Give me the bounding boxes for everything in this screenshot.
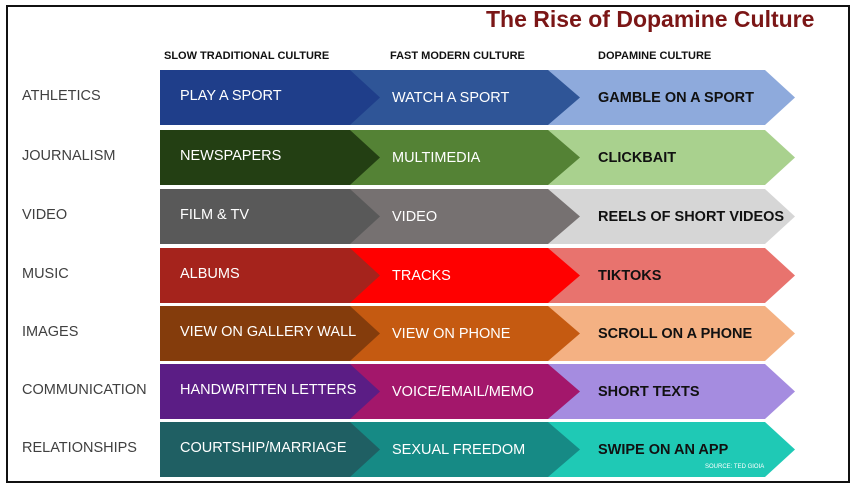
arrow-dopamine: GAMBLE ON A SPORT xyxy=(548,70,795,125)
arrow-label: GAMBLE ON A SPORT xyxy=(598,89,755,106)
arrow-slow: VIEW ON GALLERY WALL xyxy=(160,306,380,361)
source-note: SOURCE: TED GIOIA xyxy=(705,464,765,470)
row-label: MUSIC xyxy=(22,266,69,282)
arrow-label: PLAY A SPORT xyxy=(180,87,282,104)
arrow-label: HANDWRITTEN LETTERS xyxy=(180,381,357,398)
arrow-fast: WATCH A SPORT xyxy=(350,70,580,125)
column-header-dopamine: DOPAMINE CULTURE xyxy=(598,50,712,62)
arrow-fast: VIDEO xyxy=(350,189,580,244)
arrow-label: TRACKS xyxy=(392,267,451,284)
row-label: VIDEO xyxy=(22,207,68,223)
arrow-fast: VIEW ON PHONE xyxy=(350,306,580,361)
arrow-label: ALBUMS xyxy=(180,265,240,282)
arrow-label: NEWSPAPERS xyxy=(180,147,282,164)
row-label: IMAGES xyxy=(22,324,79,340)
arrow-label: VIDEO xyxy=(392,208,438,225)
column-header-fast: FAST MODERN CULTURE xyxy=(390,50,525,62)
arrow-label: VOICE/EMAIL/MEMO xyxy=(392,383,534,400)
arrow-dopamine: REELS OF SHORT VIDEOS xyxy=(548,189,795,244)
arrow-label: WATCH A SPORT xyxy=(392,89,510,106)
arrow-label: COURTSHIP/MARRIAGE xyxy=(180,439,347,456)
arrow-label: SCROLL ON A PHONE xyxy=(598,325,753,342)
arrow-label: MULTIMEDIA xyxy=(392,149,481,166)
arrow-dopamine: SWIPE ON AN APP xyxy=(548,422,795,477)
arrow-label: FILM & TV xyxy=(180,206,250,223)
arrow-dopamine: CLICKBAIT xyxy=(548,130,795,185)
arrow-label: REELS OF SHORT VIDEOS xyxy=(598,208,785,225)
arrow-label: VIEW ON GALLERY WALL xyxy=(180,323,357,340)
arrow-slow: HANDWRITTEN LETTERS xyxy=(160,364,380,419)
arrow-fast: MULTIMEDIA xyxy=(350,130,580,185)
arrow-slow: ALBUMS xyxy=(160,248,380,303)
arrow-dopamine: SCROLL ON A PHONE xyxy=(548,306,795,361)
arrow-fast: TRACKS xyxy=(350,248,580,303)
arrow-label: TIKTOKS xyxy=(598,267,662,284)
arrow-dopamine: TIKTOKS xyxy=(548,248,795,303)
arrow-slow: NEWSPAPERS xyxy=(160,130,380,185)
row-label: COMMUNICATION xyxy=(22,382,147,398)
row-label: ATHLETICS xyxy=(22,88,101,104)
arrow-label: CLICKBAIT xyxy=(598,149,677,166)
arrow-label: SEXUAL FREEDOM xyxy=(392,441,526,458)
row-label: RELATIONSHIPS xyxy=(22,440,137,456)
arrow-fast: VOICE/EMAIL/MEMO xyxy=(350,364,580,419)
title: The Rise of Dopamine Culture xyxy=(486,6,815,32)
arrow-label: SHORT TEXTS xyxy=(598,383,700,400)
arrow-slow: COURTSHIP/MARRIAGE xyxy=(160,422,380,477)
column-header-slow: SLOW TRADITIONAL CULTURE xyxy=(164,50,330,62)
row-label: JOURNALISM xyxy=(22,148,116,164)
arrow-label: SWIPE ON AN APP xyxy=(598,441,729,458)
arrow-slow: PLAY A SPORT xyxy=(160,70,380,125)
arrow-fast: SEXUAL FREEDOM xyxy=(350,422,580,477)
arrow-label: VIEW ON PHONE xyxy=(392,325,511,342)
arrow-slow: FILM & TV xyxy=(160,189,380,244)
arrow-dopamine: SHORT TEXTS xyxy=(548,364,795,419)
frame-border xyxy=(6,5,850,483)
